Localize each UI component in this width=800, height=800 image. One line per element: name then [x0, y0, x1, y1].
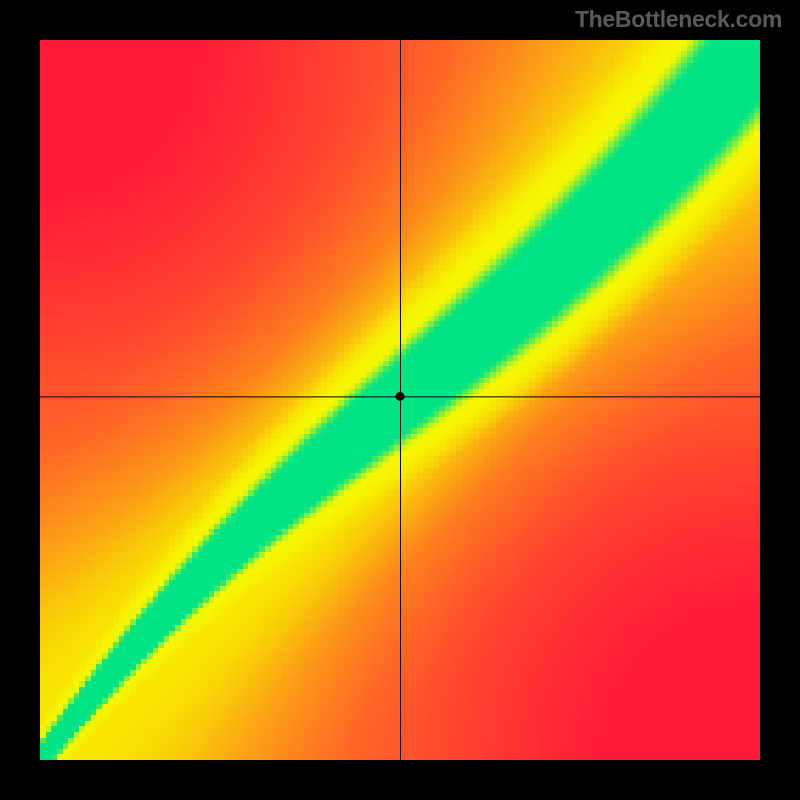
watermark-text: TheBottleneck.com: [575, 6, 782, 33]
crosshair-overlay: [40, 40, 760, 760]
figure-root: { "watermark": { "text": "TheBottleneck.…: [0, 0, 800, 800]
plot-area: [40, 40, 760, 760]
